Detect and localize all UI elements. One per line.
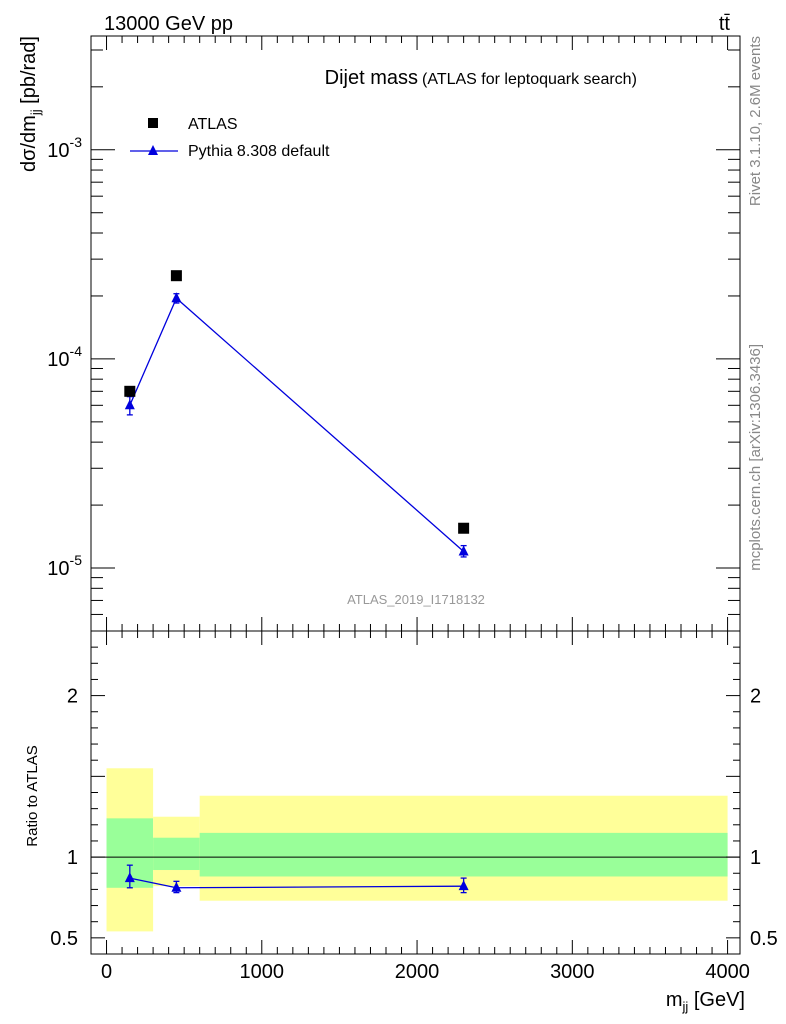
atlas-point bbox=[124, 385, 136, 397]
main-ylabel: dσ/dmjj [pb/rad] bbox=[18, 36, 43, 172]
ratio-ytick-label: 1 bbox=[67, 847, 78, 869]
atlas-point bbox=[170, 270, 182, 282]
ratio-xtick-label: 0 bbox=[101, 961, 112, 983]
ratio-ylabel: Ratio to ATLAS bbox=[24, 745, 41, 846]
ratio-xtick-label: 2000 bbox=[395, 961, 440, 983]
ratio-pythia-point bbox=[171, 881, 182, 892]
source-info: mcplots.cern.ch [arXiv:1306.3436] bbox=[747, 344, 764, 571]
pythia-point bbox=[171, 292, 182, 303]
ratio-band-inner bbox=[199, 832, 728, 877]
atlas-point bbox=[458, 522, 470, 534]
main-panel: 10-3 10-4 10-5 Dijet mass (ATLAS for lepto… bbox=[18, 35, 741, 632]
main-ylabel-text: dσ/dmjj [pb/rad] bbox=[18, 36, 43, 172]
ratio-pythia-point bbox=[458, 880, 469, 891]
ratio-band-inner bbox=[153, 837, 200, 871]
ratio-xtick-label: 4000 bbox=[705, 961, 750, 983]
main-axes: 10-3 10-4 10-5 bbox=[47, 36, 740, 631]
ratio-ytick-label: 0.5 bbox=[50, 928, 78, 950]
legend-atlas-label: ATLAS bbox=[188, 116, 238, 133]
main-subtitle: (ATLAS for leptoquark search) bbox=[422, 71, 637, 88]
ratio-ytick-label-right: 0.5 bbox=[750, 928, 778, 950]
energy-label: 13000 GeV pp bbox=[104, 13, 233, 35]
legend-pythia-marker bbox=[148, 145, 158, 155]
legend-pythia-label: Pythia 8.308 default bbox=[188, 143, 330, 160]
rivet-info: Rivet 3.1.10, 2.6M events bbox=[747, 36, 764, 206]
main-marks bbox=[124, 270, 470, 558]
main-ytick-label: 10-3 bbox=[47, 134, 82, 162]
ratio-ytick-label: 2 bbox=[67, 686, 78, 708]
main-title: Dijet mass bbox=[325, 67, 418, 89]
x-axis-label: mjj [GeV] bbox=[666, 989, 745, 1014]
pythia-point bbox=[458, 545, 469, 556]
process-label: tt̄ bbox=[719, 13, 731, 35]
ratio-marks bbox=[124, 864, 469, 894]
analysis-id: ATLAS_2019_I1718132 bbox=[347, 592, 485, 607]
ratio-xtick-label: 1000 bbox=[240, 961, 285, 983]
pythia-point bbox=[124, 399, 135, 410]
ratio-xtick-label: 3000 bbox=[550, 961, 595, 983]
main-ytick-label: 10-4 bbox=[47, 343, 82, 371]
ratio-frame bbox=[90, 630, 741, 955]
legend: ATLAS Pythia 8.308 default bbox=[130, 116, 330, 160]
main-ytick-label: 10-5 bbox=[47, 552, 82, 580]
pythia-line bbox=[129, 297, 465, 552]
ratio-ytick-label-right: 1 bbox=[750, 847, 761, 869]
legend-atlas-marker bbox=[148, 118, 158, 128]
ratio-ytick-label-right: 2 bbox=[750, 686, 761, 708]
ratio-pythia-point bbox=[124, 872, 135, 883]
ratio-bands bbox=[106, 768, 728, 932]
